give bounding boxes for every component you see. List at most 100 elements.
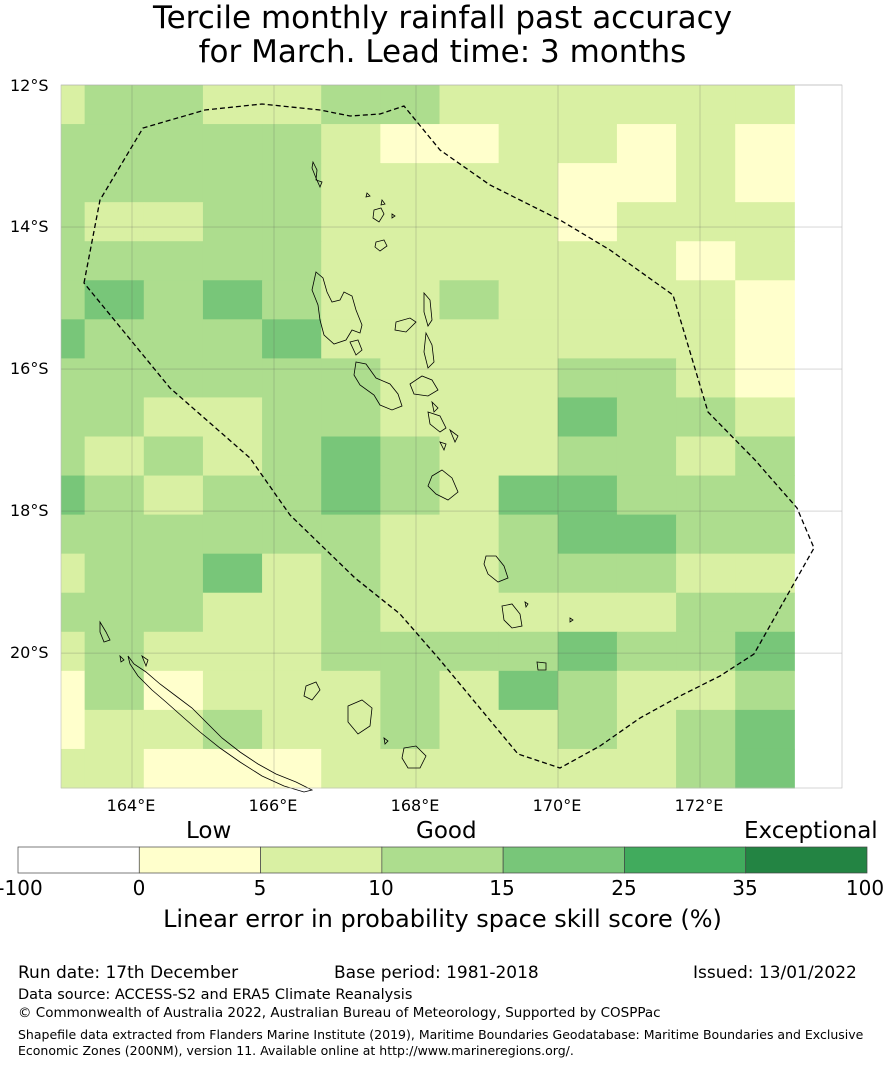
skill-cell — [439, 319, 500, 359]
skill-cell — [439, 709, 500, 750]
skill-cell — [321, 553, 381, 594]
skill-cell — [202, 163, 263, 203]
skill-cell — [676, 358, 736, 398]
skill-cell — [498, 709, 559, 750]
colorbar-tick: 100 — [845, 876, 885, 900]
skill-cell — [84, 124, 145, 164]
skill-cell — [676, 280, 736, 320]
skill-cell — [735, 202, 795, 242]
skill-cell — [143, 124, 204, 164]
skill-cell — [61, 280, 86, 320]
skill-cell — [439, 397, 500, 437]
skill-cell — [676, 592, 736, 633]
skill-cell — [557, 85, 618, 125]
run-date: Run date: 17th December — [18, 963, 239, 983]
lat-label-16s: 16°S — [10, 359, 49, 378]
skill-cell — [498, 124, 559, 164]
skill-cell — [143, 241, 204, 281]
skill-cell — [735, 319, 795, 359]
skill-cell — [439, 280, 500, 320]
skill-cell — [439, 553, 500, 594]
colorbar-swatch — [502, 846, 625, 874]
skill-cell — [557, 436, 618, 477]
skill-cell — [616, 163, 677, 203]
skill-cell — [498, 202, 559, 242]
skill-cell — [321, 397, 381, 437]
colorbar-tick: 0 — [132, 876, 146, 900]
skill-cell — [202, 670, 263, 711]
skill-cell — [143, 85, 204, 125]
skill-cell — [676, 124, 736, 164]
island-pentecost — [423, 331, 435, 369]
skill-cell — [84, 241, 145, 281]
skill-cell — [262, 280, 322, 320]
coastlines — [99, 160, 574, 793]
skill-cell — [616, 124, 677, 164]
skill-cell — [380, 436, 441, 477]
skill-cell — [557, 670, 618, 711]
skill-cell — [676, 85, 736, 125]
skill-cell — [61, 85, 86, 125]
skill-cell — [262, 514, 322, 555]
skill-cell — [616, 592, 677, 633]
lon-label-172e: 172°E — [674, 796, 724, 815]
skill-cell — [84, 748, 145, 789]
skill-cell — [61, 436, 86, 477]
skill-cell — [676, 475, 736, 516]
skill-cell — [61, 553, 86, 594]
skill-cell — [202, 631, 263, 672]
colorbar-tick: -100 — [0, 876, 43, 900]
skill-cell — [735, 436, 795, 477]
skill-cell — [498, 670, 559, 711]
island-maewo — [423, 291, 433, 327]
skill-cell — [202, 709, 263, 750]
skill-cell — [262, 670, 322, 711]
skill-cell — [735, 124, 795, 164]
colorbar — [17, 846, 868, 874]
skill-cell — [262, 319, 322, 359]
skill-cell — [202, 319, 263, 359]
skill-cell — [262, 553, 322, 594]
graticule — [61, 84, 842, 788]
skill-cell — [61, 748, 86, 789]
skill-cell — [380, 163, 441, 203]
island-ambae — [394, 317, 417, 333]
skill-cell — [202, 748, 263, 789]
skill-cell — [498, 436, 559, 477]
skill-cell — [557, 280, 618, 320]
skill-cell — [616, 553, 677, 594]
issued-date: Issued: 13/01/2022 — [693, 963, 857, 983]
skill-cell — [616, 85, 677, 125]
skill-cell — [380, 358, 441, 398]
colorbar-tick: 25 — [611, 876, 637, 900]
skill-cell — [498, 397, 559, 437]
skill-cell — [61, 163, 86, 203]
island-efate — [427, 469, 459, 501]
skill-cell — [498, 475, 559, 516]
skill-cell — [380, 241, 441, 281]
skill-cell — [676, 553, 736, 594]
skill-cell — [557, 748, 618, 789]
island-torres — [311, 160, 323, 189]
skill-cell — [262, 592, 322, 633]
skill-cell — [84, 319, 145, 359]
lon-label-166e: 166°E — [248, 796, 298, 815]
colorbar-tick: 15 — [489, 876, 515, 900]
colorbar-tick: 10 — [368, 876, 394, 900]
skill-cell — [84, 514, 145, 555]
skill-cell — [202, 241, 263, 281]
island-belep — [99, 620, 111, 643]
skill-cell — [61, 241, 86, 281]
lat-label-18s: 18°S — [10, 501, 49, 520]
skill-cell — [84, 163, 145, 203]
skill-cell — [380, 85, 441, 125]
skill-cell — [439, 631, 500, 672]
skill-cell — [735, 631, 795, 672]
skill-cell — [616, 358, 677, 398]
colorbar-swatch — [381, 846, 504, 874]
skill-cell — [380, 592, 441, 633]
skill-cell — [321, 280, 381, 320]
skill-cell — [321, 475, 381, 516]
skill-cell — [262, 475, 322, 516]
skill-cell — [498, 514, 559, 555]
